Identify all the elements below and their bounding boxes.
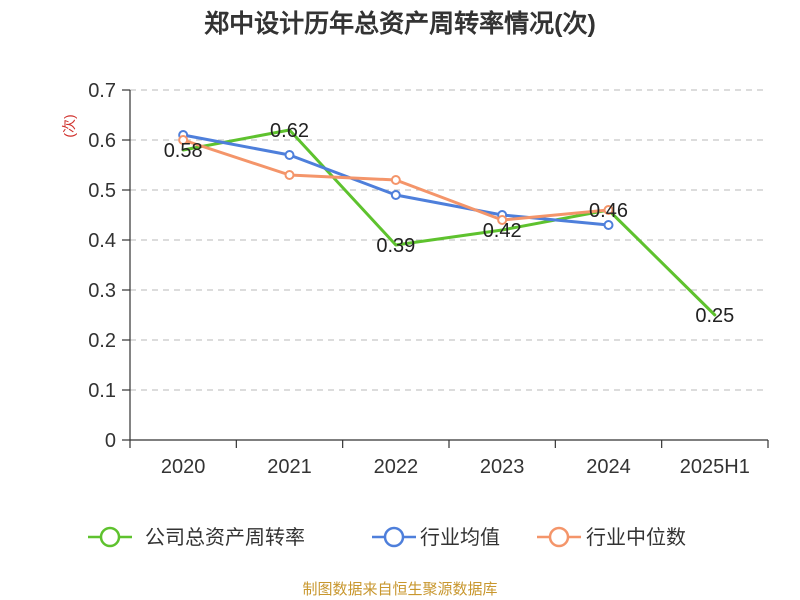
legend: 公司总资产周转率 行业均值 行业中位数 [88,526,686,549]
legend-label: 公司总资产周转率 [145,526,305,549]
data-point [603,205,614,215]
data-point [497,215,508,225]
data-point [178,135,189,145]
legend-marker [548,526,570,548]
chart-title: 郑中设计历年总资产周转率情况(次) [204,9,596,38]
data-point [603,220,614,230]
legend-label: 行业均值 [420,526,500,549]
x-tick-label: 2024 [586,456,631,478]
legend-label: 行业中位数 [586,526,686,549]
legend-marker [383,526,405,548]
data-point [284,170,295,180]
data-label: 0.46 [589,200,628,222]
x-tick-label: 2022 [374,456,419,478]
data-source-footer: 制图数据来自恒生聚源数据库 [302,581,497,598]
data-label: 0.58 [164,140,203,162]
plot-area: 0 0.1 0.2 0.3 0.4 0.5 0.6 0.7 2020 2021 2022 2023 20… [88,80,769,478]
series-0 [181,128,717,317]
data-label: 0.62 [270,120,309,142]
data-point [390,190,401,200]
data-label: 0.25 [695,305,734,327]
y-tick-label: 0 [105,430,116,452]
legend-marker [99,526,121,548]
series-line [181,128,717,317]
x-tick-label: 2023 [480,456,525,478]
y-tick-label: 0.6 [88,130,116,152]
y-tick-label: 0.5 [88,180,116,202]
legend-item-industry-median[interactable]: 行业中位数 [537,526,686,549]
y-tick-label: 0.4 [88,230,116,252]
y-axis-label: (次) [61,114,77,137]
x-tick-label: 2025H1 [680,456,750,478]
y-tick-label: 0.1 [88,380,116,402]
y-tick-label: 0.2 [88,330,116,352]
data-point [390,175,401,185]
legend-item-company-turnover[interactable]: 公司总资产周转率 [88,526,305,549]
data-point [284,150,295,160]
series-2 [178,135,614,225]
x-tick-label: 2021 [267,456,312,478]
legend-item-industry-mean[interactable]: 行业均值 [372,526,500,549]
y-tick-label: 0.7 [88,80,116,102]
data-label: 0.39 [376,235,415,257]
y-tick-label: 0.3 [88,280,116,302]
data-label: 0.42 [483,220,522,242]
x-tick-label: 2020 [161,456,206,478]
